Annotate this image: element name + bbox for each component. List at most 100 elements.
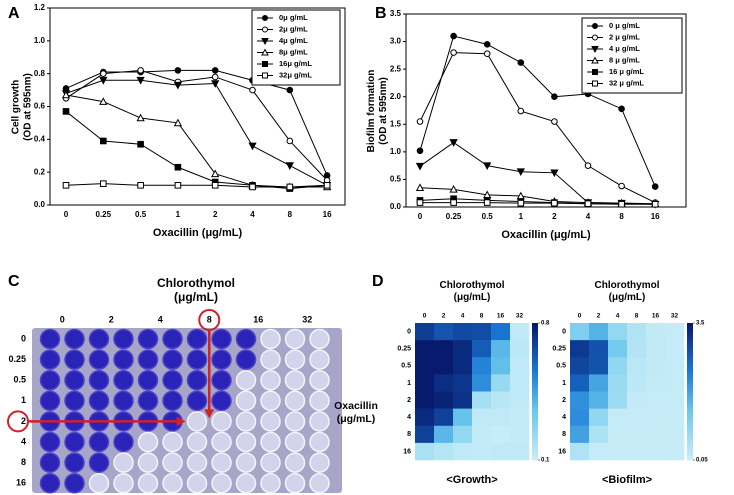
well (186, 431, 208, 453)
well (88, 390, 110, 412)
well (39, 369, 61, 391)
legend-marker (592, 34, 598, 41)
x-tick-label: 2 (552, 212, 557, 221)
heatmap-cell (608, 408, 628, 427)
colorbar-step (687, 360, 693, 365)
colorbar-step (687, 353, 693, 358)
well (309, 431, 330, 453)
heatmap-cell (589, 340, 609, 358)
data-point (450, 32, 457, 40)
data-point (136, 113, 145, 122)
row-label: 0.5 (556, 363, 566, 370)
heatmap-cell (510, 408, 530, 427)
heatmap-cell (627, 442, 647, 461)
colorbar-step (532, 442, 538, 447)
heatmap-cell (453, 442, 473, 461)
plate-column-label: 32 (302, 314, 312, 324)
heatmap-cell (510, 442, 530, 461)
panel-label: B (375, 5, 387, 22)
row-label: 8 (562, 431, 566, 438)
legend-label: 16μ g/mL (279, 59, 312, 68)
colorbar-step (687, 432, 693, 437)
colorbar-step (687, 357, 693, 361)
heatmap-cell (646, 340, 666, 358)
heatmap-cell (415, 374, 435, 392)
colorbar-step (687, 377, 693, 382)
heatmap-cell (627, 425, 647, 444)
data-point (173, 118, 183, 127)
data-point (137, 67, 144, 74)
heatmap-cell (510, 340, 530, 358)
data-point (618, 200, 625, 208)
colorbar-step (532, 381, 538, 385)
row-label: 0 (407, 328, 411, 335)
series-line (65, 69, 328, 176)
highlight-circle (7, 410, 29, 433)
well (64, 328, 85, 350)
well (137, 431, 159, 453)
x-tick-label: 0 (64, 210, 69, 219)
heatmap-cell (646, 408, 666, 427)
colorbar-step (687, 453, 693, 457)
heatmap-caption: <Biofilm> (602, 474, 652, 486)
heatmap-cell (510, 323, 530, 341)
colorbar-step (687, 326, 693, 331)
plate-row-label: 16 (16, 478, 26, 488)
well (39, 472, 61, 494)
colorbar-step (532, 432, 538, 437)
colorbar-step (687, 439, 693, 444)
well (113, 472, 134, 494)
heatmap-cell (570, 391, 590, 409)
heatmap-cell (453, 357, 473, 375)
well (137, 369, 159, 391)
well (284, 328, 306, 350)
data-point (517, 59, 525, 66)
y-tick-label: 3.5 (390, 9, 402, 18)
y-tick-label: 0.2 (34, 167, 46, 176)
y-tick-label: 2.0 (390, 92, 402, 101)
heatmap-title: Chlorothymol (μg/mL) (439, 280, 505, 303)
colorbar-step (532, 384, 538, 389)
well (260, 369, 281, 391)
well (211, 390, 232, 412)
plate-column-label: 4 (158, 314, 163, 324)
y-tick-label: 0.8 (34, 69, 46, 78)
column-label: 4 (616, 313, 620, 320)
data-point (483, 162, 492, 170)
colorbar-step (687, 446, 693, 451)
colorbar-step (532, 357, 538, 361)
plot-frame (405, 13, 687, 208)
heatmap-cell (510, 374, 530, 392)
well (39, 390, 61, 412)
well (309, 349, 330, 370)
heatmap-cell (415, 442, 435, 461)
colorbar-step (532, 439, 538, 444)
data-point (651, 200, 659, 208)
row-label: 1 (562, 380, 566, 387)
legend-marker (591, 46, 599, 54)
heatmap-cell (589, 425, 609, 444)
well (39, 431, 61, 453)
colorbar-step (532, 374, 538, 379)
column-label: 2 (597, 313, 601, 320)
heatmap-cell (434, 323, 454, 341)
colorbar-step (532, 391, 538, 396)
y-tick-label: 1.2 (34, 3, 46, 12)
x-tick-label: 0.5 (135, 210, 147, 219)
colorbar-step (532, 343, 538, 348)
heatmap-cell (453, 391, 473, 409)
plate-row-label: 4 (21, 436, 26, 446)
heatmap-cell (453, 323, 473, 341)
heatmap-caption: <Growth> (446, 474, 497, 486)
data-point (249, 86, 256, 94)
well (64, 390, 85, 412)
well (186, 390, 208, 412)
colorbar-step (687, 381, 693, 385)
data-point (416, 118, 424, 125)
heatmap-cell (472, 425, 492, 444)
heatmap-cell (627, 374, 647, 392)
well (88, 431, 110, 453)
colorbar-step (687, 350, 693, 355)
row-label: 4 (407, 414, 411, 421)
